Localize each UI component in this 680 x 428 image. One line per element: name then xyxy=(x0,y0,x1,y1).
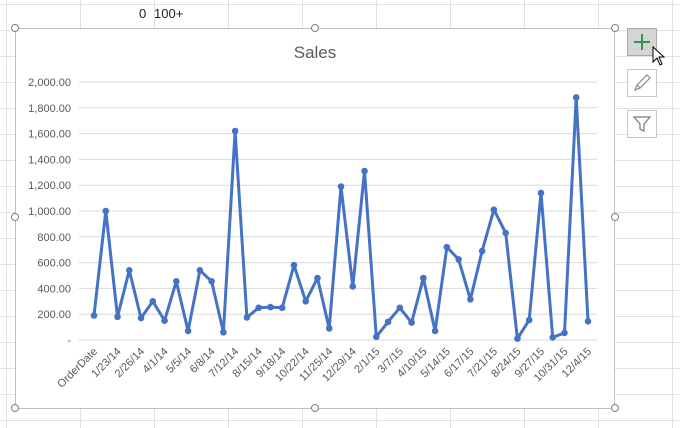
resize-handle-top-right[interactable] xyxy=(611,24,619,32)
data-point[interactable] xyxy=(525,316,533,324)
line-chart: Sales - 200.00 400.00 600.00 800.00 1,000.00 1… xyxy=(28,43,597,391)
y-tick-label: 1,200.00 xyxy=(28,180,71,192)
cell-value-100plus[interactable]: 100+ xyxy=(154,6,184,21)
data-point[interactable] xyxy=(302,298,310,305)
cell-value-zero[interactable]: 0 xyxy=(139,6,147,21)
x-tick-label: 4/1/14 xyxy=(141,346,171,376)
data-point[interactable] xyxy=(572,94,580,101)
data-point[interactable] xyxy=(149,298,157,305)
data-point[interactable] xyxy=(184,327,192,335)
chart-elements-button[interactable] xyxy=(627,28,657,56)
data-point[interactable] xyxy=(114,313,121,321)
data-point[interactable] xyxy=(125,267,133,274)
y-tick-label: - xyxy=(67,335,71,347)
data-points xyxy=(90,94,592,343)
data-point[interactable] xyxy=(173,278,180,285)
y-tick-label: 2,000.00 xyxy=(28,77,71,89)
y-tick-label: 1,000.00 xyxy=(28,206,71,218)
data-point[interactable] xyxy=(255,304,262,312)
data-point[interactable] xyxy=(502,229,509,237)
plus-icon xyxy=(634,34,650,50)
x-tick-label: 2/1/15 xyxy=(352,346,382,376)
y-tick-label: 800.00 xyxy=(37,232,71,244)
data-point[interactable] xyxy=(384,318,392,326)
data-point[interactable] xyxy=(231,127,239,135)
y-tick-label: 600.00 xyxy=(37,258,71,270)
data-point[interactable] xyxy=(290,261,298,269)
data-point[interactable] xyxy=(490,206,498,214)
data-point[interactable] xyxy=(372,333,380,341)
data-point[interactable] xyxy=(278,304,286,312)
data-point[interactable] xyxy=(208,278,215,285)
data-point[interactable] xyxy=(396,304,404,312)
data-point[interactable] xyxy=(361,167,368,175)
filter-icon xyxy=(632,116,652,132)
data-point[interactable] xyxy=(443,243,451,251)
chart-styles-button[interactable] xyxy=(627,69,657,97)
y-tick-label: 1,400.00 xyxy=(28,154,71,166)
x-axis-labels: OrderDate1/23/142/26/144/1/145/5/146/8/1… xyxy=(55,346,594,391)
data-point[interactable] xyxy=(220,328,227,336)
data-point[interactable] xyxy=(478,247,486,255)
resize-handle-top-left[interactable] xyxy=(11,24,19,32)
y-axis-labels: - 200.00 400.00 600.00 800.00 1,000.00 1,200.0… xyxy=(28,77,71,347)
chart-area[interactable]: Sales - 200.00 400.00 600.00 800.00 1,000.00 1… xyxy=(15,28,615,409)
chart-title[interactable]: Sales xyxy=(294,43,337,62)
data-point[interactable] xyxy=(314,274,321,282)
data-point[interactable] xyxy=(420,274,427,282)
resize-handle-bottom-right[interactable] xyxy=(611,404,619,412)
resize-handle-left[interactable] xyxy=(11,213,19,221)
data-point[interactable] xyxy=(561,329,568,337)
data-point[interactable] xyxy=(467,296,474,303)
resize-handle-right[interactable] xyxy=(611,213,619,221)
data-point[interactable] xyxy=(337,183,345,190)
resize-handle-top[interactable] xyxy=(311,24,319,32)
gridlines xyxy=(79,81,597,341)
data-point[interactable] xyxy=(243,314,251,321)
data-point[interactable] xyxy=(514,335,521,343)
y-tick-label: 1,600.00 xyxy=(28,129,71,141)
data-point[interactable] xyxy=(537,189,545,197)
data-point[interactable] xyxy=(161,317,168,324)
resize-handle-bottom[interactable] xyxy=(311,404,319,412)
chart-filters-button[interactable] xyxy=(627,110,657,138)
data-point[interactable] xyxy=(325,325,333,332)
data-point[interactable] xyxy=(90,312,98,319)
y-tick-label: 1,800.00 xyxy=(28,103,71,115)
y-tick-label: 400.00 xyxy=(37,283,71,295)
data-point[interactable] xyxy=(431,327,439,335)
data-point[interactable] xyxy=(455,256,462,263)
data-point[interactable] xyxy=(408,319,415,326)
x-tick-label: 5/5/14 xyxy=(164,346,194,376)
data-point[interactable] xyxy=(102,207,110,215)
data-point[interactable] xyxy=(267,303,274,311)
mouse-cursor-icon xyxy=(652,46,666,66)
y-tick-label: 200.00 xyxy=(37,309,71,321)
data-point[interactable] xyxy=(349,283,357,290)
resize-handle-bottom-left[interactable] xyxy=(11,404,19,412)
data-point[interactable] xyxy=(196,267,204,274)
brush-icon xyxy=(633,74,651,92)
data-point[interactable] xyxy=(137,314,145,322)
data-point[interactable] xyxy=(549,334,557,341)
data-point[interactable] xyxy=(584,317,592,325)
